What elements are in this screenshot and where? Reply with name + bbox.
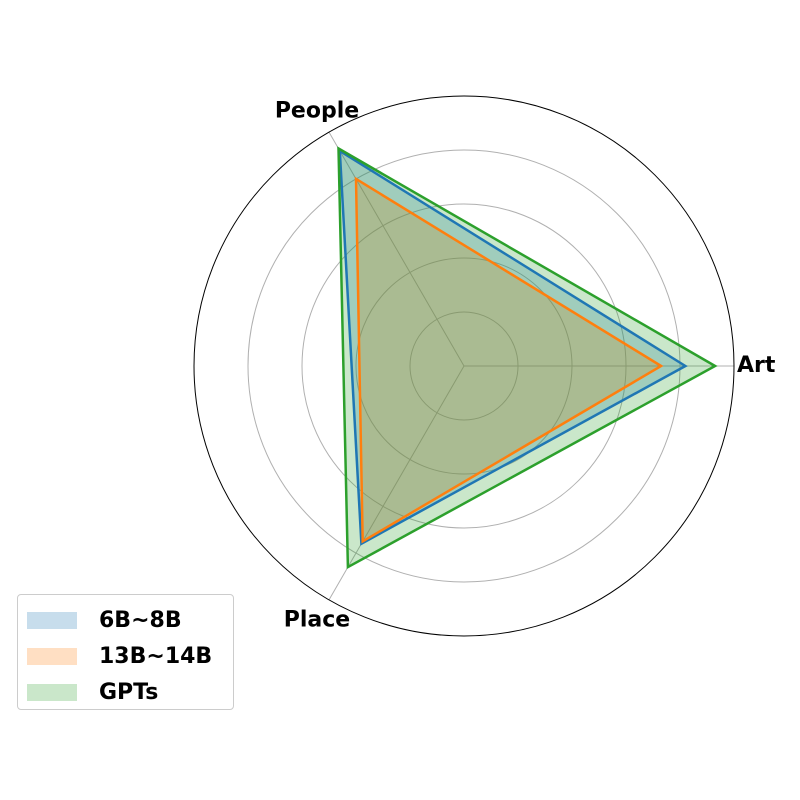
- radar-series: [337, 146, 718, 570]
- legend-label-0: 6B~8B: [99, 607, 182, 633]
- axis-label-2: Place: [284, 608, 350, 633]
- grid-spoke-1: [328, 131, 465, 367]
- radar-grid: [193, 95, 735, 637]
- axis-label-0: Art: [737, 353, 776, 378]
- legend-item-0: 6B~8B: [18, 602, 233, 638]
- series-area-0: [339, 150, 686, 544]
- grid-spoke-2: [328, 365, 465, 601]
- series-line-1: [354, 176, 664, 544]
- axis-label-1: People: [275, 98, 359, 123]
- legend: 6B~8B 13B~14B GPTs: [17, 594, 234, 710]
- axis-labels: Art People Place: [275, 98, 776, 632]
- legend-swatch-0: [27, 611, 77, 629]
- legend-item-2: GPTs: [18, 674, 233, 710]
- series-line-2: [337, 146, 718, 570]
- series-area-1: [356, 178, 662, 542]
- legend-swatch-2: [27, 683, 77, 701]
- legend-label-2: GPTs: [99, 679, 159, 705]
- legend-item-1: 13B~14B: [18, 638, 233, 674]
- outer-frame: [193, 95, 735, 637]
- legend-label-1: 13B~14B: [99, 643, 213, 669]
- series-line-0: [338, 148, 688, 546]
- series-area-2: [338, 148, 716, 568]
- legend-swatch-1: [27, 647, 77, 665]
